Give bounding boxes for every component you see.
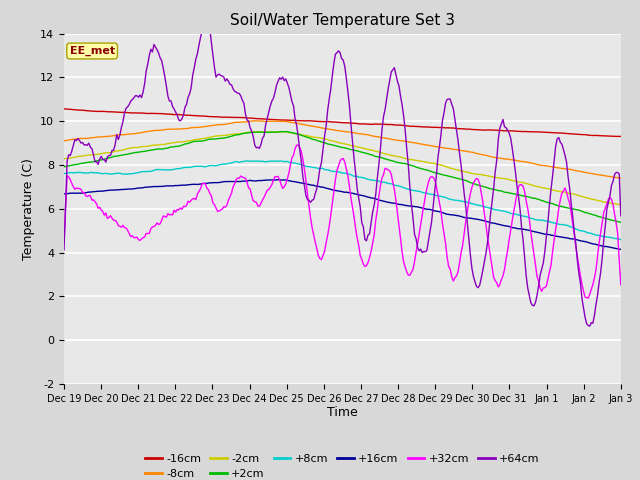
- X-axis label: Time: Time: [327, 407, 358, 420]
- Title: Soil/Water Temperature Set 3: Soil/Water Temperature Set 3: [230, 13, 455, 28]
- Text: EE_met: EE_met: [70, 46, 115, 56]
- Legend: -16cm, -8cm, -2cm, +2cm, +8cm, +16cm, +32cm, +64cm: -16cm, -8cm, -2cm, +2cm, +8cm, +16cm, +3…: [141, 449, 544, 480]
- Y-axis label: Temperature (C): Temperature (C): [22, 158, 35, 260]
